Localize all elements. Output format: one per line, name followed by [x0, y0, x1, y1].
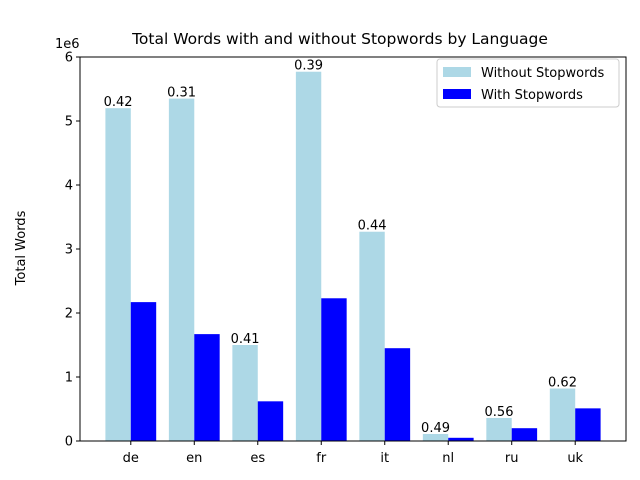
- y-axis-label: Total Words: [14, 210, 29, 286]
- data-label-fr: 0.39: [294, 59, 323, 74]
- bar-with-stopwords-uk: [575, 408, 601, 441]
- bar-with-stopwords-nl: [448, 437, 474, 441]
- data-label-nl: 0.49: [421, 421, 450, 436]
- bar-without-stopwords-es: [232, 345, 258, 441]
- bar-with-stopwords-it: [384, 348, 411, 441]
- data-label-de: 0.42: [104, 95, 133, 110]
- data-label-ru: 0.56: [485, 405, 514, 420]
- bar-with-stopwords-es: [257, 401, 284, 441]
- x-tick-label-fr: fr: [316, 451, 327, 466]
- y-tick-label-1: 1: [65, 371, 73, 386]
- bar-without-stopwords-uk: [549, 388, 576, 441]
- bar-with-stopwords-ru: [511, 428, 538, 441]
- y-offset-label: 1e6: [55, 37, 80, 52]
- bar-without-stopwords-it: [359, 231, 385, 441]
- chart-title: Total Words with and without Stopwords b…: [131, 30, 548, 48]
- y-tick-label-6: 6: [65, 51, 73, 66]
- x-tick-label-uk: uk: [567, 451, 583, 466]
- y-tick-label-0: 0: [65, 435, 73, 450]
- bar-without-stopwords-ru: [486, 417, 512, 441]
- data-label-es: 0.41: [231, 332, 260, 347]
- legend: Without Stopwords With Stopwords: [436, 58, 620, 108]
- legend-swatch-1: [443, 89, 471, 99]
- legend-label-1: With Stopwords: [481, 88, 583, 103]
- bar-with-stopwords-de: [130, 302, 157, 441]
- bar-without-stopwords-de: [105, 108, 131, 441]
- legend-label-0: Without Stopwords: [481, 66, 604, 81]
- y-tick-label-2: 2: [65, 307, 73, 322]
- x-tick-label-nl: nl: [442, 451, 454, 466]
- bar-with-stopwords-en: [194, 334, 220, 441]
- bars-group: [105, 71, 601, 441]
- bar-without-stopwords-nl: [422, 433, 449, 441]
- annotations-group: 0.42 0.31 0.41 0.39 0.44 0.49 0.56 0.62: [104, 59, 577, 436]
- data-label-en: 0.31: [167, 86, 196, 101]
- axes-group: 0 1 2 3 4 5 6 de en es fr it nl ru uk: [65, 51, 627, 466]
- y-tick-label-3: 3: [65, 243, 73, 258]
- x-tick-label-en: en: [186, 451, 202, 466]
- y-tick-label-5: 5: [65, 115, 73, 130]
- bar-without-stopwords-en: [168, 98, 195, 441]
- x-tick-label-de: de: [123, 451, 139, 466]
- data-label-uk: 0.62: [548, 376, 577, 391]
- data-label-it: 0.44: [358, 219, 387, 234]
- bar-without-stopwords-fr: [295, 71, 322, 441]
- legend-box: [436, 58, 620, 108]
- y-tick-label-4: 4: [65, 179, 73, 194]
- x-tick-label-it: it: [380, 451, 389, 466]
- bar-with-stopwords-fr: [321, 298, 347, 441]
- legend-swatch-0: [443, 67, 471, 77]
- x-tick-label-es: es: [250, 451, 265, 466]
- x-tick-label-ru: ru: [505, 451, 519, 466]
